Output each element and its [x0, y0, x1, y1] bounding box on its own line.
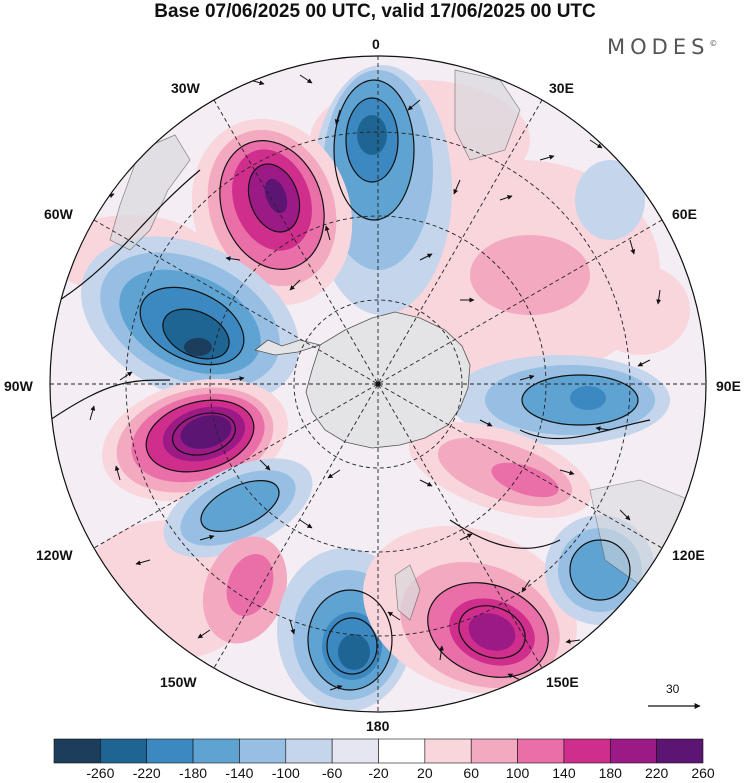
lon-label-30w: 30W	[171, 80, 200, 96]
colorbar-swatch	[563, 738, 611, 764]
lon-label-90w: 90W	[4, 378, 33, 394]
south-pole-marker	[375, 381, 381, 387]
lon-label-60e: 60E	[672, 206, 697, 222]
colorbar-tick-label: -260	[86, 765, 115, 781]
colorbar-tick-label: 20	[417, 765, 433, 781]
colorbar-swatch	[656, 738, 704, 764]
lon-label-90e: 90E	[716, 378, 741, 394]
ridge-50e	[470, 235, 590, 315]
lon-label-180: 180	[366, 718, 390, 734]
colorbar-tick-label: 60	[463, 765, 479, 781]
colorbar-swatch	[517, 738, 565, 764]
ridge-140w	[202, 536, 288, 644]
graticule	[50, 56, 706, 712]
colorbar-swatch	[100, 738, 148, 764]
lon-label-30e: 30E	[549, 80, 574, 96]
colorbar-tick-label: 260	[691, 765, 715, 781]
south-america-land	[109, 134, 191, 251]
colorbar-swatch	[53, 738, 101, 764]
modes-logo: MODES©	[607, 35, 717, 59]
colorbar-tick-label: 180	[598, 765, 622, 781]
negative-patch-50e	[575, 160, 645, 240]
lon-label-60w: 60W	[44, 206, 73, 222]
colorbar-swatch	[146, 738, 194, 764]
geopotential-contours	[50, 79, 651, 691]
new-zealand-land	[394, 564, 421, 621]
colorbar-swatch	[285, 738, 333, 764]
lon-label-120e: 120E	[672, 547, 705, 563]
colorbar-tick-label: -60	[322, 765, 343, 781]
brand-text: MODES	[607, 35, 710, 59]
lon-label-150w: 150W	[160, 674, 197, 690]
colorbar-tick-label: -140	[225, 765, 254, 781]
ridge-110e	[408, 421, 592, 519]
lon-label-120w: 120W	[36, 547, 73, 563]
colorbar-swatch	[192, 738, 240, 764]
trough-70w	[81, 236, 299, 404]
colorbar-swatch	[609, 738, 657, 764]
colorbar-tick-label: -20	[368, 765, 389, 781]
lon-label-0: 0	[372, 36, 380, 52]
colorbar-tick-label: 140	[552, 765, 576, 781]
colorbar-tick-label: -100	[271, 765, 300, 781]
colorbar-tick-label: -180	[179, 765, 208, 781]
chart-title: Base 07/06/2025 00 UTC, valid 17/06/2025…	[154, 1, 596, 22]
trough-90e	[450, 355, 670, 445]
reference-vector-label: 30	[666, 682, 680, 696]
colorbar-tick-label: 100	[505, 765, 530, 781]
colorbar-tick-label: -220	[132, 765, 161, 781]
colorbar	[53, 738, 704, 764]
colorbar-swatch	[331, 738, 379, 764]
positive-patch-75e	[590, 265, 690, 355]
colorbar-swatch	[239, 738, 287, 764]
map-border	[49, 55, 707, 713]
colorbar-tick-label: 220	[644, 765, 669, 781]
trough-120w	[163, 458, 313, 558]
lon-label-150e: 150E	[546, 674, 579, 690]
brand-mark: ©	[709, 39, 718, 48]
antarctica-land	[305, 311, 471, 449]
colorbar-swatch	[470, 738, 518, 764]
map-disc	[50, 56, 706, 712]
colorbar-swatch	[378, 738, 426, 764]
colorbar-swatch	[424, 738, 472, 764]
antarctic-peninsula	[254, 339, 322, 356]
